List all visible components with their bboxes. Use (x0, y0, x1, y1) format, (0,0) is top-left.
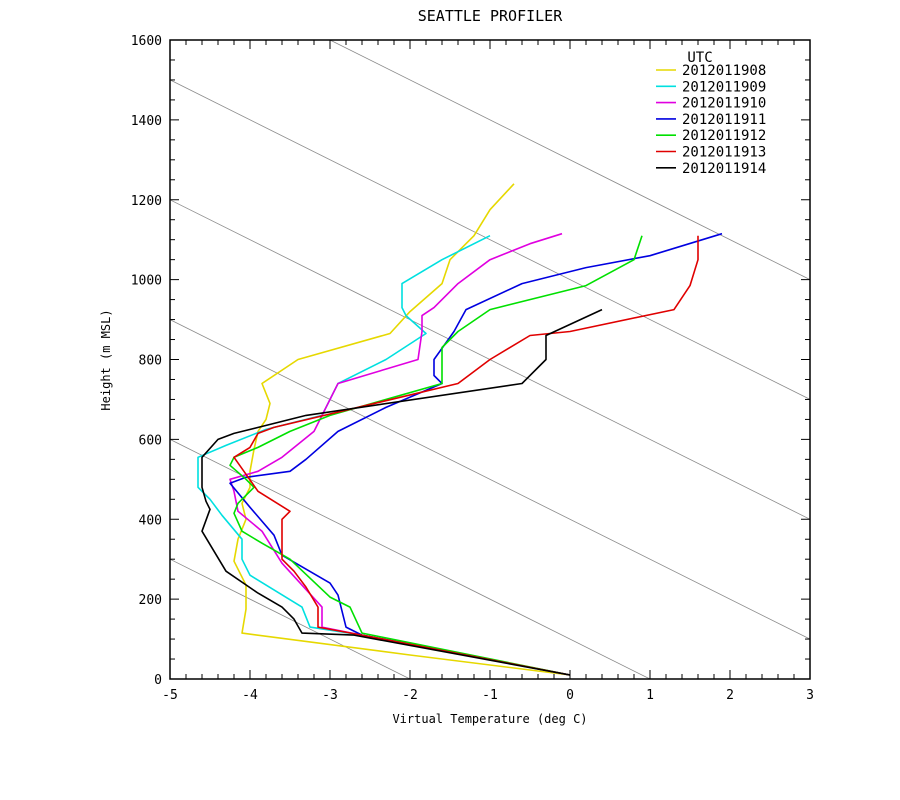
x-tick-label: -5 (162, 688, 178, 703)
y-tick-label: 600 (139, 433, 162, 448)
x-tick-label: -1 (482, 688, 498, 703)
adiabat-line (329, 39, 811, 280)
legend-label: 2012011911 (682, 112, 766, 128)
x-tick-label: -2 (402, 688, 418, 703)
x-tick-label: 1 (646, 688, 654, 703)
y-tick-label: 1200 (131, 194, 162, 209)
legend-label: 2012011908 (682, 63, 766, 79)
chart-title: SEATTLE PROFILER (418, 7, 563, 25)
series-line-2012011908 (233, 183, 571, 676)
series-line-2012011911 (229, 232, 723, 676)
x-axis-label: Virtual Temperature (deg C) (392, 712, 587, 726)
legend-label: 2012011913 (682, 145, 766, 161)
x-tick-label: -3 (322, 688, 338, 703)
y-tick-label: 800 (139, 354, 162, 369)
series-line-2012011913 (233, 235, 699, 676)
legend-label: 2012011910 (682, 96, 766, 112)
y-tick-label: 400 (139, 513, 162, 528)
y-tick-label: 1600 (131, 34, 162, 49)
y-tick-label: 1400 (131, 114, 162, 129)
y-tick-label: 1000 (131, 274, 162, 289)
legend-label: 2012011912 (682, 128, 766, 144)
y-tick-label: 0 (154, 673, 162, 688)
x-tick-labels: -5 -4 -3 -2 -1 0 1 2 3 (162, 688, 814, 703)
axis-ticks (169, 39, 811, 680)
x-tick-label: 2 (726, 688, 734, 703)
y-tick-label: 200 (139, 593, 162, 608)
adiabat-line (169, 79, 811, 400)
legend: UTC 201201190820120119092012011910201201… (656, 50, 766, 177)
series-line-2012011912 (229, 235, 643, 676)
x-tick-label: 0 (566, 688, 574, 703)
series-layer (197, 183, 723, 676)
y-axis-label: Height (m MSL) (99, 309, 113, 410)
y-tick-labels: 0 200 400 600 800 1000 1200 1400 1600 (131, 34, 162, 688)
adiabat-line (169, 558, 411, 680)
series-line-2012011909 (197, 234, 571, 676)
series-line-2012011910 (229, 232, 571, 676)
series-line-2012011914 (201, 308, 603, 676)
dry-adiabat-lines (169, 39, 811, 680)
x-tick-label: 3 (806, 688, 814, 703)
x-tick-label: -4 (242, 688, 258, 703)
legend-label: 2012011909 (682, 79, 766, 95)
legend-label: 2012011914 (682, 161, 766, 177)
adiabat-line (169, 319, 811, 640)
legend-title: UTC (687, 50, 712, 66)
